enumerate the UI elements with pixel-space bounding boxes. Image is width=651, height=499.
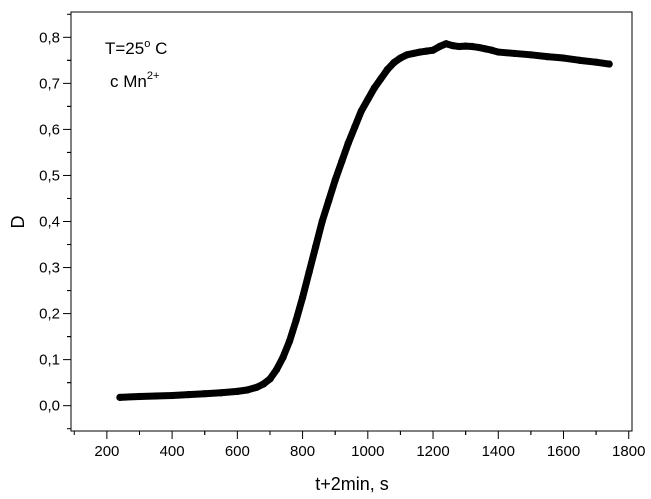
data-point bbox=[312, 243, 320, 251]
data-point bbox=[475, 43, 483, 52]
y-tick-label: 0,2 bbox=[39, 306, 60, 323]
data-point bbox=[233, 387, 241, 396]
data-point bbox=[331, 176, 339, 184]
data-point bbox=[292, 316, 300, 325]
tick-labels: 200 400 600 800 1000 1200 1400 1600 1800 0,0 0,1 0,… bbox=[39, 29, 645, 460]
data-point bbox=[543, 53, 551, 61]
data-point bbox=[116, 393, 124, 401]
series-line bbox=[116, 40, 613, 401]
data-point bbox=[481, 45, 489, 53]
y-tick-label: 0,6 bbox=[39, 121, 60, 138]
data-point bbox=[184, 391, 193, 399]
data-point bbox=[383, 65, 391, 74]
y-tick-label: 0,0 bbox=[39, 398, 60, 415]
data-point bbox=[390, 59, 398, 67]
data-point bbox=[357, 107, 365, 115]
y-tick-label: 0,1 bbox=[39, 352, 60, 369]
x-tick-label: 1600 bbox=[547, 443, 580, 460]
data-point bbox=[285, 337, 294, 345]
y-tick-label: 0,5 bbox=[39, 167, 60, 184]
ion-annotation: c Mn2+ bbox=[110, 70, 159, 91]
data-point bbox=[510, 49, 519, 58]
data-point bbox=[435, 42, 444, 51]
data-point bbox=[449, 42, 457, 50]
x-tick-label: 1400 bbox=[482, 443, 515, 460]
data-point bbox=[429, 46, 437, 54]
data-point bbox=[442, 40, 450, 48]
data-point bbox=[422, 47, 431, 55]
data-point bbox=[298, 293, 307, 302]
data-point bbox=[201, 390, 209, 398]
temperature-annotation-base: T=25 bbox=[105, 39, 144, 58]
data-point bbox=[351, 123, 359, 131]
data-point bbox=[325, 197, 333, 205]
y-tick-label: 0,4 bbox=[39, 214, 60, 231]
data-point bbox=[409, 49, 418, 58]
data-point bbox=[494, 48, 502, 56]
data-point bbox=[455, 42, 463, 51]
data-point bbox=[488, 46, 496, 54]
data-point bbox=[217, 389, 225, 397]
data-point bbox=[468, 42, 476, 51]
data-point bbox=[135, 392, 144, 401]
ion-annotation-sup: 2+ bbox=[147, 70, 160, 82]
ticks bbox=[63, 13, 630, 439]
x-tick-label: 600 bbox=[225, 443, 250, 460]
data-point bbox=[318, 217, 326, 226]
data-point bbox=[338, 158, 346, 166]
data-point bbox=[168, 391, 176, 400]
data-point bbox=[592, 58, 600, 66]
data-point bbox=[576, 56, 584, 64]
data-point bbox=[279, 353, 287, 361]
temperature-annotation-sup: o bbox=[144, 38, 150, 50]
x-tick-label: 1800 bbox=[612, 443, 645, 460]
data-point bbox=[305, 268, 313, 276]
data-point bbox=[253, 383, 261, 391]
data-point bbox=[243, 386, 251, 394]
data-point bbox=[344, 139, 352, 147]
x-tick-label: 1000 bbox=[351, 443, 384, 460]
data-point bbox=[527, 51, 535, 59]
data-point bbox=[370, 84, 378, 92]
temperature-annotation: T=25o C bbox=[105, 38, 167, 58]
data-point bbox=[259, 380, 268, 388]
x-tick-label: 800 bbox=[290, 443, 315, 460]
data-point bbox=[403, 51, 411, 59]
data-point bbox=[364, 95, 372, 104]
x-tick-label: 1200 bbox=[416, 443, 449, 460]
y-axis-title: D bbox=[8, 216, 28, 229]
x-tick-label: 400 bbox=[160, 443, 185, 460]
data-point bbox=[266, 375, 274, 383]
data-point bbox=[377, 75, 385, 83]
y-tick-label: 0,7 bbox=[39, 75, 60, 92]
data-point bbox=[605, 60, 613, 68]
series-group bbox=[116, 40, 613, 401]
data-point bbox=[559, 54, 568, 62]
data-point bbox=[416, 48, 424, 56]
data-point bbox=[272, 366, 281, 374]
x-tick-label: 200 bbox=[94, 443, 119, 460]
data-point bbox=[462, 42, 470, 50]
temperature-annotation-suffix: C bbox=[150, 39, 167, 58]
y-tick-label: 0,3 bbox=[39, 260, 60, 277]
data-point bbox=[396, 54, 405, 62]
ion-annotation-base: c Mn bbox=[110, 72, 147, 91]
data-point bbox=[152, 392, 160, 400]
y-tick-label: 0,8 bbox=[39, 29, 60, 46]
x-axis-title: t+2min, s bbox=[315, 474, 389, 494]
